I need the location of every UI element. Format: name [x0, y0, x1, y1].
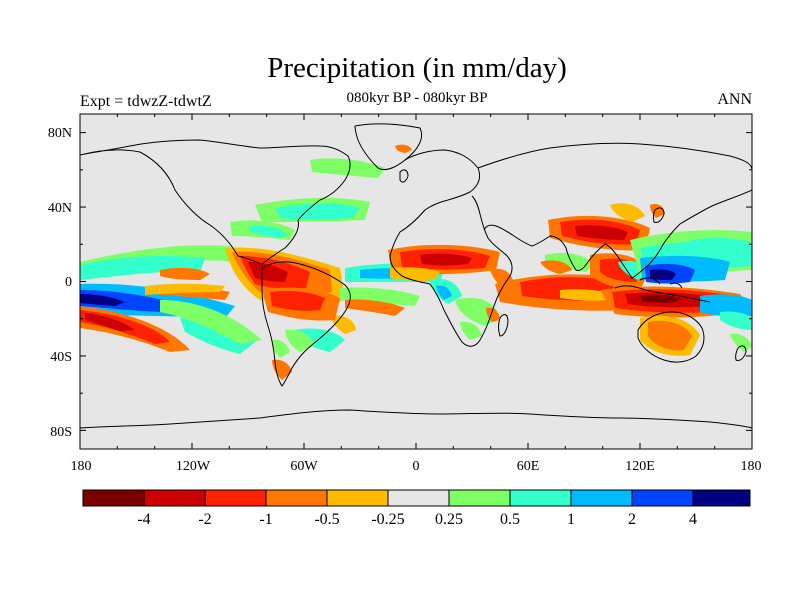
colorbar-label: -1 [259, 511, 272, 528]
anomaly-west-pacific-navy [650, 269, 676, 280]
anomaly-pacific-yellow-north [145, 283, 225, 295]
lon-tick-label: 180 [71, 459, 92, 474]
anomaly-himalaya-darkred [575, 225, 628, 240]
colorbar: -4 -2 -1 -0.5 -0.25 0.25 0.5 1 2 4 [82, 489, 751, 528]
colorbar-label: 1 [567, 511, 575, 528]
anomaly-brazil-cyan [295, 328, 345, 352]
anomaly-pacific-cyan-south [180, 318, 255, 354]
anomaly-china-yellow [610, 203, 645, 222]
colorbar-swatch [570, 489, 633, 507]
anomaly-east-africa-green [455, 297, 500, 326]
anomaly-maritime-darkest [640, 294, 680, 303]
colorbar-swatch [143, 489, 206, 507]
anomaly-amazon-red [270, 290, 325, 311]
lat-tick-label: 40S [50, 350, 72, 365]
figure-subtitle: 080kyr BP - 080kyr BP [346, 90, 488, 106]
anomaly-patagonia-green [272, 339, 290, 358]
lon-tick-label: 0 [413, 459, 420, 474]
anomaly-indian-ocean-yellow [560, 289, 612, 301]
colorbar-swatch [265, 489, 328, 507]
lat-tick-label: 80S [50, 425, 72, 440]
colorbar-swatch [692, 489, 751, 507]
lon-tick-label: 120E [625, 459, 655, 474]
anomaly-pacific-darkred-core [85, 313, 135, 331]
coastline-australia [637, 311, 705, 363]
anomaly-sw-pacific-blue [700, 294, 752, 317]
anomaly-south-atlantic-yellow [330, 315, 356, 334]
coastline-uk [399, 169, 409, 183]
anomaly-hawaii-orange [160, 267, 210, 280]
anomaly-australia-orange [648, 320, 692, 351]
coastline-japan [652, 207, 665, 223]
anomaly-brazil-green [285, 329, 315, 352]
anomaly-pacific-navy-core [80, 294, 125, 306]
lon-tick-label: 120W [176, 459, 211, 474]
coastline-antarctica [80, 409, 752, 429]
colorbar-swatch [326, 489, 389, 507]
lon-tick-label: 180 [741, 459, 762, 474]
season-label: ANN [717, 91, 752, 108]
anomaly-layer [80, 144, 752, 380]
colorbar-swatch [631, 489, 694, 507]
coastline-madagascar [498, 314, 509, 337]
anomaly-gulf-cyan [250, 225, 288, 238]
colorbar-swatch [204, 489, 267, 507]
anomaly-caribbean-darkred [248, 262, 288, 282]
anomaly-south-atlantic-orange [345, 299, 405, 316]
anomaly-south-africa-green [460, 321, 482, 340]
colorbar-label: 2 [628, 511, 636, 528]
colorbar-label: -0.5 [314, 511, 339, 528]
anomaly-pacific-green-south [160, 300, 262, 344]
anomaly-east-pacific-cyan [690, 237, 752, 256]
anomaly-pacific-cyan-band [80, 256, 205, 280]
coastline-europe-africa [389, 149, 513, 347]
lat-tick-label: 80N [48, 126, 72, 141]
coastline-layer [80, 123, 752, 429]
colorbar-label: 4 [689, 511, 697, 528]
anomaly-congo-blue [436, 285, 452, 300]
coastline-south-america [261, 261, 351, 387]
colorbar-swatch [387, 489, 450, 507]
anomaly-west-africa-yellow [390, 267, 440, 281]
coastline-north-america [80, 139, 351, 265]
tick-marks [79, 114, 753, 449]
anomaly-north-atlantic-north-green [310, 158, 385, 178]
anomaly-iceland-orange [395, 144, 412, 153]
lon-tick-label: 60E [517, 459, 540, 474]
colorbar-label: 0.5 [500, 511, 520, 528]
anomaly-patagonia-orange [272, 359, 292, 380]
lon-tick-label: 60W [290, 459, 318, 474]
coastline-greenland [354, 123, 423, 171]
anomaly-new-zealand-green [730, 333, 752, 352]
coastline-indonesia [614, 277, 711, 303]
anomaly-arabian-sea-orange [540, 260, 572, 274]
anomaly-sw-pacific-cyan [720, 311, 752, 330]
experiment-label: Expt = tdwzZ-tdwtZ [80, 93, 212, 110]
colorbar-swatch [509, 489, 572, 507]
colorbar-label: 0.25 [435, 511, 463, 528]
anomaly-india-green [545, 252, 595, 272]
colorbar-swatch [448, 489, 511, 507]
colorbar-label: -4 [137, 511, 150, 528]
anomaly-north-atlantic-cyan [275, 203, 360, 220]
coastline-new-zealand [735, 345, 747, 361]
lat-tick-label: 40N [48, 201, 72, 216]
figure-title: Precipitation (in mm/day) [267, 52, 567, 84]
colorbar-label: -0.25 [371, 511, 404, 528]
anomaly-pacific-deepblue-core [80, 290, 185, 312]
colorbar-swatch [82, 489, 145, 507]
anomaly-sahel-darkred [420, 253, 472, 266]
coastline-asia [477, 142, 752, 279]
colorbar-label: -2 [198, 511, 211, 528]
lat-tick-label: 0 [65, 275, 72, 290]
